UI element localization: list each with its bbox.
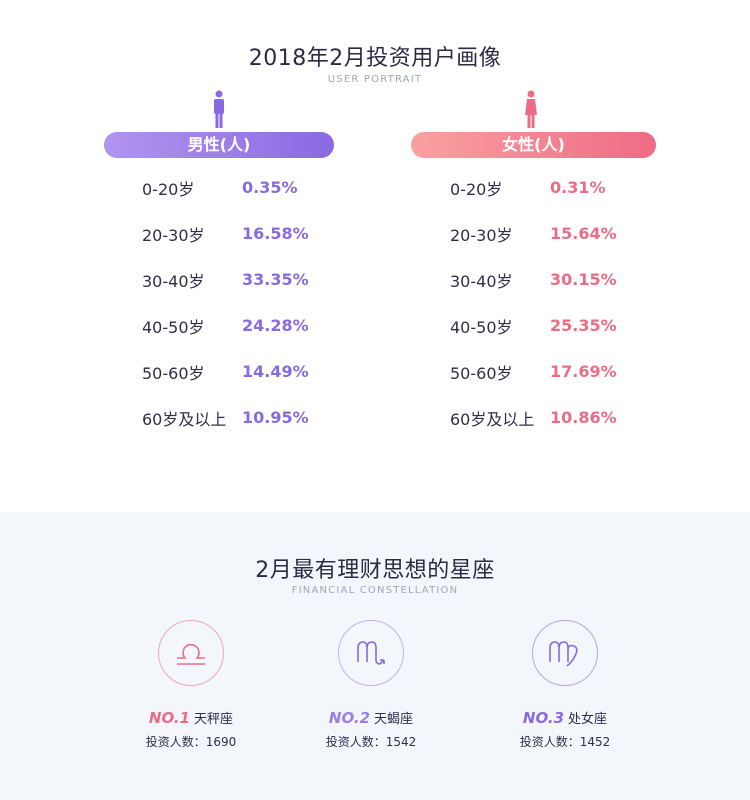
age-range: 30-40岁 xyxy=(450,272,513,291)
constellation-name: 处女座 xyxy=(568,712,608,727)
percentage: 15.64% xyxy=(550,224,617,243)
portrait-subtitle: USER PORTRAIT xyxy=(327,74,423,85)
percentage: 10.95% xyxy=(242,408,309,427)
female-header-pill: 女性(人) xyxy=(411,132,656,158)
investor-count: 投资人数：1452 xyxy=(519,735,611,749)
percentage: 14.49% xyxy=(242,362,309,381)
list-item: 60岁及以上 10.95% xyxy=(142,402,342,448)
percentage: 33.35% xyxy=(242,270,309,289)
list-item: 40-50岁 24.28% xyxy=(142,310,342,356)
constellation-name: 天秤座 xyxy=(194,712,234,727)
list-item: 0-20岁 0.35% xyxy=(142,172,342,218)
rank-label: NO.3 xyxy=(522,709,565,727)
age-range: 0-20岁 xyxy=(450,180,503,199)
male-age-list: 0-20岁 0.35% 20-30岁 16.58% 30-40岁 33.35% 40-… xyxy=(142,172,342,448)
portrait-title: 2018年2月投资用户画像 xyxy=(248,46,502,71)
percentage: 0.31% xyxy=(550,178,606,197)
list-item: 0-20岁 0.31% xyxy=(450,172,650,218)
user-portrait-section: 2018年2月投资用户画像 USER PORTRAIT 男性(人) 女性(人) … xyxy=(104,46,656,448)
list-item: 20-30岁 15.64% xyxy=(450,218,650,264)
female-person-icon xyxy=(525,90,537,128)
list-item: 50-60岁 17.69% xyxy=(450,356,650,402)
percentage: 24.28% xyxy=(242,316,309,335)
age-range: 0-20岁 xyxy=(142,180,195,199)
percentage: 17.69% xyxy=(550,362,617,381)
libra-icon xyxy=(158,620,224,686)
constellation-item-scorpio: NO.2 天蝎座 投资人数：1542 xyxy=(296,620,446,750)
constellation-name: 天蝎座 xyxy=(374,712,414,727)
percentage: 25.35% xyxy=(550,316,617,335)
list-item: 40-50岁 25.35% xyxy=(450,310,650,356)
investor-count: 投资人数：1542 xyxy=(325,735,417,749)
percentage: 10.86% xyxy=(550,408,617,427)
list-item: 50-60岁 14.49% xyxy=(142,356,342,402)
age-range: 60岁及以上 xyxy=(450,410,535,429)
scorpio-icon xyxy=(338,620,404,686)
rank-label: NO.1 xyxy=(148,709,191,727)
age-range: 30-40岁 xyxy=(142,272,205,291)
constellation-subtitle: FINANCIAL CONSTELLATION xyxy=(291,585,459,596)
list-item: 30-40岁 30.15% xyxy=(450,264,650,310)
percentage: 0.35% xyxy=(242,178,298,197)
age-range: 20-30岁 xyxy=(142,226,205,245)
investor-count: 投资人数：1690 xyxy=(145,735,237,749)
percentage: 16.58% xyxy=(242,224,309,243)
age-range: 40-50岁 xyxy=(142,318,205,337)
age-range: 50-60岁 xyxy=(142,364,205,383)
age-range: 60岁及以上 xyxy=(142,410,227,429)
male-person-icon xyxy=(214,90,224,128)
constellation-title: 2月最有理财思想的星座 xyxy=(255,558,495,583)
male-header-pill: 男性(人) xyxy=(104,132,334,158)
list-item: 30-40岁 33.35% xyxy=(142,264,342,310)
constellation-item-libra: NO.1 天秤座 投资人数：1690 xyxy=(116,620,266,750)
age-range: 50-60岁 xyxy=(450,364,513,383)
list-item: 20-30岁 16.58% xyxy=(142,218,342,264)
virgo-icon xyxy=(532,620,598,686)
age-range: 20-30岁 xyxy=(450,226,513,245)
female-age-list: 0-20岁 0.31% 20-30岁 15.64% 30-40岁 30.15% 40-… xyxy=(450,172,650,448)
constellation-item-virgo: NO.3 处女座 投资人数：1452 xyxy=(490,620,640,750)
rank-label: NO.2 xyxy=(328,709,371,727)
age-range: 40-50岁 xyxy=(450,318,513,337)
list-item: 60岁及以上 10.86% xyxy=(450,402,650,448)
percentage: 30.15% xyxy=(550,270,617,289)
